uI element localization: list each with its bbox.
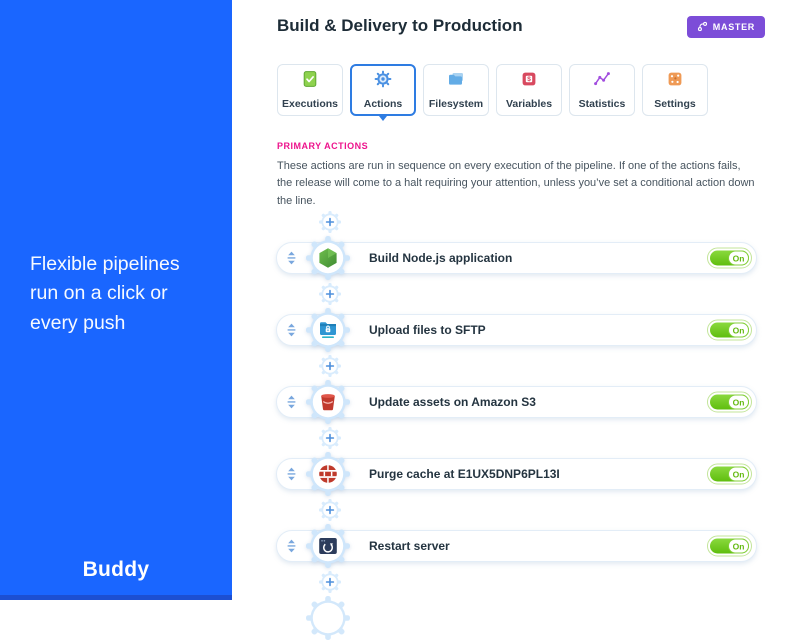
add-action-button[interactable] bbox=[319, 355, 341, 377]
add-action-button[interactable] bbox=[319, 499, 341, 521]
tab-actions[interactable]: Actions bbox=[350, 64, 416, 116]
git-branch-icon bbox=[697, 21, 708, 34]
tab-filesystem[interactable]: Filesystem bbox=[423, 64, 489, 116]
tab-label: Variables bbox=[505, 98, 553, 110]
sidebar-bottom-strip bbox=[0, 595, 232, 600]
toggle-knob: On bbox=[728, 466, 749, 482]
purge-cache-icon bbox=[317, 463, 339, 485]
add-action-button[interactable] bbox=[319, 283, 341, 305]
action-card[interactable] bbox=[276, 242, 757, 274]
action-toggle[interactable]: On bbox=[707, 319, 752, 341]
action-card[interactable] bbox=[276, 458, 757, 490]
next-action-gear-partial bbox=[306, 596, 350, 640]
sidebar: Flexible pipelines run on a click or eve… bbox=[0, 0, 232, 600]
toggle-knob: On bbox=[728, 538, 749, 554]
pipeline-action-row[interactable]: Purge cache at E1UX5DNP6PL13I On bbox=[276, 452, 757, 496]
section-description: These actions are run in sequence on eve… bbox=[277, 160, 755, 207]
main-panel: Build & Delivery to Production MASTER Ex… bbox=[232, 0, 800, 640]
toggle-knob: On bbox=[728, 322, 749, 338]
control-grid-icon bbox=[666, 70, 684, 93]
tab-bar: Executions Actions Filesystem $ Variable… bbox=[277, 64, 708, 116]
svg-text:$: $ bbox=[527, 76, 531, 83]
pipeline-action-row[interactable]: Upload files to SFTP On bbox=[276, 308, 757, 352]
toggle-knob: On bbox=[728, 250, 749, 266]
document-check-icon bbox=[301, 70, 319, 93]
action-toggle[interactable]: On bbox=[707, 463, 752, 485]
tab-label: Settings bbox=[654, 98, 696, 110]
pipeline-action-row[interactable]: Update assets on Amazon S3 On bbox=[276, 380, 757, 424]
section-label: PRIMARY ACTIONS bbox=[277, 141, 369, 151]
action-label: Purge cache at E1UX5DNP6PL13I bbox=[369, 467, 560, 481]
tab-statistics[interactable]: Statistics bbox=[569, 64, 635, 116]
folders-icon bbox=[447, 70, 465, 93]
toggle-knob: On bbox=[728, 394, 749, 410]
action-card[interactable] bbox=[276, 530, 757, 562]
branch-badge[interactable]: MASTER bbox=[686, 16, 765, 38]
action-toggle[interactable]: On bbox=[707, 391, 752, 413]
nodejs-icon bbox=[317, 247, 339, 269]
tab-label: Statistics bbox=[578, 98, 626, 110]
action-toggle[interactable]: On bbox=[707, 535, 752, 557]
action-toggle[interactable]: On bbox=[707, 247, 752, 269]
action-label: Build Node.js application bbox=[369, 251, 513, 265]
action-label: Upload files to SFTP bbox=[369, 323, 486, 337]
tab-label: Filesystem bbox=[428, 98, 484, 110]
tab-label: Executions bbox=[281, 98, 339, 110]
line-chart-icon bbox=[593, 70, 611, 93]
tab-label: Actions bbox=[363, 98, 403, 110]
drag-handle-icon[interactable] bbox=[286, 395, 297, 410]
action-label: Restart server bbox=[369, 539, 450, 553]
gear-icon bbox=[374, 70, 392, 93]
drag-handle-icon[interactable] bbox=[286, 323, 297, 338]
sftp-upload-icon bbox=[317, 319, 339, 341]
page-title: Build & Delivery to Production bbox=[277, 16, 523, 35]
action-label: Update assets on Amazon S3 bbox=[369, 395, 536, 409]
add-action-button[interactable] bbox=[319, 211, 341, 233]
restart-server-icon bbox=[317, 535, 339, 557]
buddy-logo: Buddy bbox=[82, 558, 150, 581]
pipeline-action-row[interactable]: Build Node.js application On bbox=[276, 236, 757, 280]
tab-settings[interactable]: Settings bbox=[642, 64, 708, 116]
pipeline-action-row[interactable]: Restart server On bbox=[276, 524, 757, 568]
tab-executions[interactable]: Executions bbox=[277, 64, 343, 116]
drag-handle-icon[interactable] bbox=[286, 467, 297, 482]
add-action-button[interactable] bbox=[319, 571, 341, 593]
amazon-s3-icon bbox=[317, 391, 339, 413]
tab-variables[interactable]: $ Variables bbox=[496, 64, 562, 116]
dollar-square-icon: $ bbox=[520, 70, 538, 93]
action-card[interactable] bbox=[276, 386, 757, 418]
pipeline-action-list: Build Node.js application On Upload file… bbox=[276, 208, 757, 640]
drag-handle-icon[interactable] bbox=[286, 539, 297, 554]
sidebar-tagline: Flexible pipelines run on a click or eve… bbox=[30, 253, 180, 334]
action-card[interactable] bbox=[276, 314, 757, 346]
branch-badge-label: MASTER bbox=[712, 22, 755, 32]
drag-handle-icon[interactable] bbox=[286, 251, 297, 266]
add-action-button[interactable] bbox=[319, 427, 341, 449]
